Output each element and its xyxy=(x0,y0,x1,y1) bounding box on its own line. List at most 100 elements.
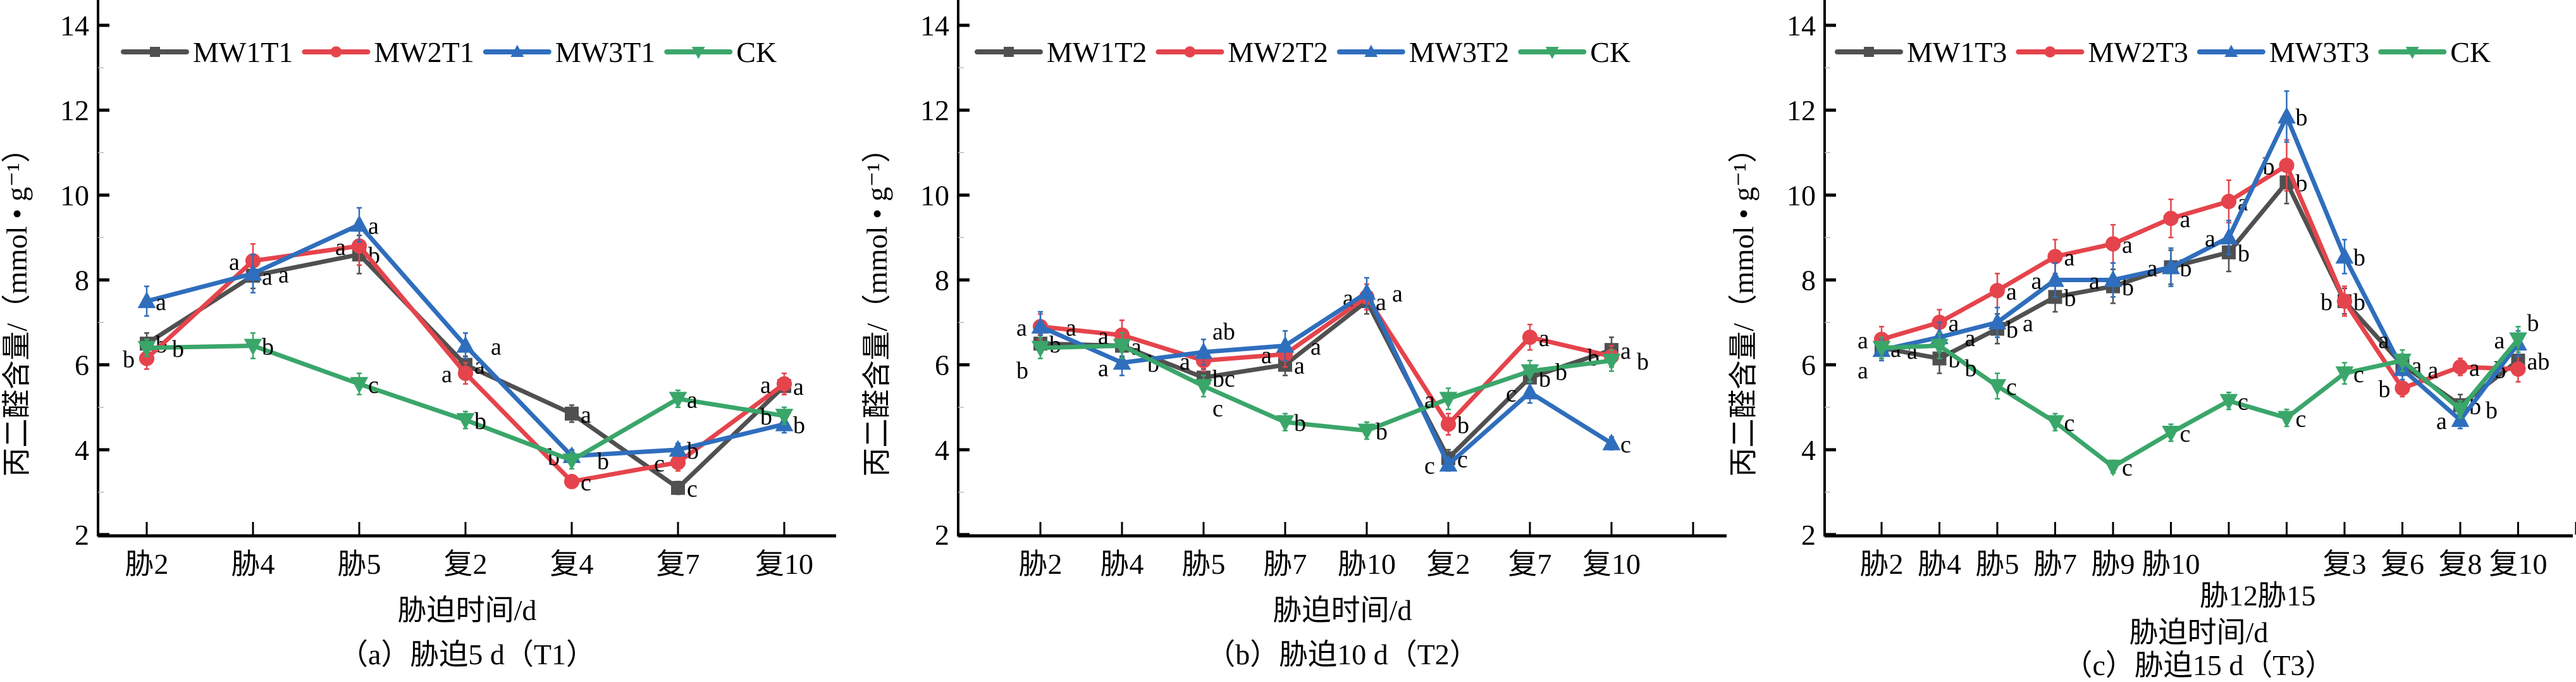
data-point xyxy=(139,350,155,366)
data-point xyxy=(1031,340,1050,358)
significance-letter: a xyxy=(441,361,452,388)
legend-item: MW2T2 xyxy=(1156,36,1328,68)
series-line xyxy=(1881,338,2520,469)
significance-letter: c xyxy=(2296,406,2307,433)
significance-letter: c xyxy=(654,450,665,477)
significance-letter: a xyxy=(1392,281,1403,307)
significance-letter: a xyxy=(2122,232,2133,258)
significance-letter: a xyxy=(2428,357,2439,383)
significance-letter: b xyxy=(1016,357,1028,384)
y-tick-label: 4 xyxy=(1801,434,1816,466)
significance-letter: ab xyxy=(2527,349,2550,375)
data-point xyxy=(1112,338,1131,356)
data-point xyxy=(671,481,685,495)
x-tick-label: 复6 xyxy=(2381,548,2424,580)
significance-letter: a xyxy=(687,387,698,413)
significance-letter: a xyxy=(1066,314,1076,341)
y-tick-label: 12 xyxy=(920,94,949,127)
significance-letter: b xyxy=(1376,419,1388,445)
x-tick-label: 复2 xyxy=(444,548,488,580)
significance-letter: b xyxy=(2064,285,2076,311)
significance-letter: c xyxy=(1212,395,1223,422)
y-tick-label: 6 xyxy=(75,349,89,381)
data-point xyxy=(2393,353,2412,371)
significance-letter: a xyxy=(2006,278,2017,305)
legend-label: MW3T3 xyxy=(2269,36,2369,68)
significance-letter: a xyxy=(2205,225,2215,252)
x-tick-label: 胁2 xyxy=(125,548,169,580)
data-point xyxy=(1602,353,1621,371)
y-axis-title: 丙二醛含量/（mmol • g⁻¹） xyxy=(1727,133,1759,476)
y-tick-label: 4 xyxy=(935,434,949,466)
data-point xyxy=(137,291,156,309)
data-point xyxy=(2104,270,2123,287)
legend-item: MW2T3 xyxy=(2016,36,2188,68)
x-tick-label: 胁4 xyxy=(231,548,275,580)
y-tick-label: 10 xyxy=(60,179,89,211)
data-point xyxy=(457,365,474,381)
significance-letter: b xyxy=(760,404,772,430)
legend-label: CK xyxy=(2450,36,2491,68)
legend-marker xyxy=(691,47,705,59)
data-point xyxy=(456,336,475,353)
data-point xyxy=(2394,380,2410,396)
significance-letter: b xyxy=(2122,275,2134,301)
data-point xyxy=(2452,359,2468,375)
data-point xyxy=(2335,247,2354,264)
significance-letter: b xyxy=(2320,289,2333,316)
data-point xyxy=(1439,392,1458,409)
data-point xyxy=(243,338,262,356)
legend-label: MW2T3 xyxy=(2088,36,2188,68)
significance-letter: a xyxy=(1858,357,1868,384)
significance-letter: a xyxy=(2031,268,2042,295)
x-tick-label: 胁2 xyxy=(1860,548,1904,580)
data-point xyxy=(562,453,581,471)
significance-letter: a xyxy=(1858,327,1868,354)
y-tick-label: 8 xyxy=(935,264,949,297)
significance-letter: c xyxy=(2353,361,2364,388)
legend-marker xyxy=(1545,47,1559,59)
legend-marker xyxy=(1004,47,1014,57)
significance-letter: b xyxy=(1555,359,1567,386)
data-point xyxy=(456,412,475,430)
legend: MW1T3 MW2T3 MW3T3 CK xyxy=(1835,36,2491,68)
data-point xyxy=(2277,411,2296,428)
significance-letter: a xyxy=(278,261,289,288)
panel-caption: （a）胁迫5 d（T1） xyxy=(339,638,595,671)
significance-letter: a xyxy=(2469,355,2480,381)
y-tick-label: 6 xyxy=(935,349,949,381)
data-point xyxy=(564,474,580,490)
data-point xyxy=(2509,332,2527,349)
panel-caption: （b）胁迫10 d（T2） xyxy=(1206,638,1479,671)
x-tick-label: 胁5 xyxy=(1976,548,2019,580)
data-point xyxy=(670,454,686,471)
series-line xyxy=(1040,294,1612,427)
data-point xyxy=(2510,361,2526,377)
y-tick-label: 2 xyxy=(935,519,949,551)
legend-marker xyxy=(2405,47,2419,59)
y-tick-label: 14 xyxy=(1787,9,1816,42)
x-tick-label: 复7 xyxy=(1508,548,1552,580)
significance-letter: a xyxy=(1098,355,1109,381)
legend-marker xyxy=(1184,46,1196,58)
significance-letter: b xyxy=(687,438,699,464)
x-tick-label: 胁7 xyxy=(1264,548,1307,580)
legend-item: MW2T1 xyxy=(302,36,474,68)
legend-marker xyxy=(510,44,524,57)
significance-letter: b xyxy=(2379,376,2391,403)
data-point xyxy=(1031,316,1050,334)
data-point xyxy=(2162,257,2180,275)
legend-marker xyxy=(2224,44,2238,57)
data-point xyxy=(776,376,792,392)
y-tick-label: 12 xyxy=(1787,94,1816,127)
significance-letter: a xyxy=(2023,311,2033,337)
significance-letter: b xyxy=(2486,397,2498,424)
data-point xyxy=(1357,423,1376,441)
significance-letter: b xyxy=(1587,344,1599,371)
x-tick-label: 胁5 xyxy=(338,548,381,580)
significance-letter: b xyxy=(1457,412,1469,439)
legend-label: MW3T1 xyxy=(555,36,655,68)
